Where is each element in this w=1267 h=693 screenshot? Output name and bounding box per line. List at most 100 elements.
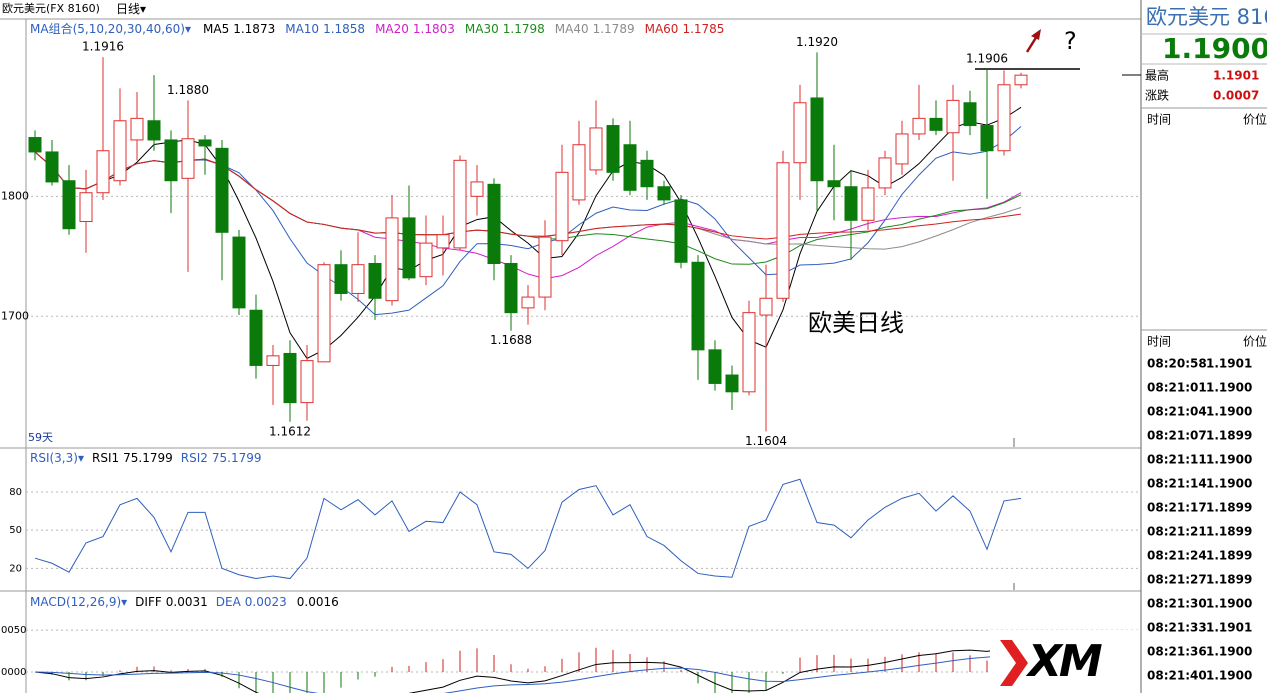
- logo-text: XM: [1025, 636, 1102, 687]
- col-price: 价位: [1243, 112, 1267, 127]
- change-value: 0.0007: [1213, 89, 1259, 103]
- low-label: 1.1604: [745, 434, 787, 448]
- tick-time: 08:21:27: [1147, 573, 1207, 587]
- candle-body: [946, 99, 960, 134]
- high-label: 1.1920: [796, 35, 838, 49]
- dea-line: [34, 653, 1022, 693]
- candle-body: [232, 236, 246, 309]
- dea-value: 0.0023: [245, 595, 287, 609]
- candle-body: [470, 181, 484, 197]
- quote-price: 1.1900/: [1162, 32, 1267, 65]
- ma-value: 1.1803: [413, 22, 455, 36]
- rsi-value: 75.1799: [123, 451, 173, 465]
- candle-body: [62, 180, 76, 230]
- period[interactable]: 日线: [116, 2, 140, 16]
- logo: XM: [990, 630, 1140, 693]
- tick-price: 1.1899: [1206, 501, 1252, 515]
- tick-price: 1.1899: [1206, 549, 1252, 563]
- ma-value: 1.1789: [593, 22, 635, 36]
- question: ?: [1064, 27, 1077, 55]
- candle-body: [861, 187, 875, 221]
- rsi-name: RSI2: [181, 451, 208, 465]
- ma-name: MA10: [285, 22, 319, 36]
- tick-price: 1.1900: [1206, 645, 1252, 659]
- col-price: 价位: [1243, 334, 1267, 349]
- high-value: 1.1901: [1213, 69, 1259, 83]
- tick-time: 08:20:58: [1147, 357, 1207, 371]
- y-tick-label: 1800: [1, 189, 29, 202]
- tick-price: 1.1900: [1206, 597, 1252, 611]
- tick-time: 08:21:24: [1147, 549, 1207, 563]
- tick-price: 1.1899: [1206, 429, 1252, 443]
- ma-value: 1.1858: [323, 22, 365, 36]
- tick-time: 08:21:36: [1147, 645, 1207, 659]
- y-tick-label: 0050: [1, 625, 26, 636]
- tick-time: 08:21:30: [1147, 597, 1207, 611]
- candle-body: [113, 120, 127, 182]
- ma-line: [34, 151, 1022, 240]
- candle-body: [45, 151, 59, 183]
- rsi-line: [34, 478, 1022, 580]
- dropdown-arrow: ▾: [185, 22, 191, 36]
- candle-body: [725, 374, 739, 393]
- high-label: 最高: [1145, 68, 1169, 83]
- y-tick-label: 1700: [1, 309, 29, 322]
- low-label: 1.1612: [269, 424, 311, 438]
- candle-body: [691, 261, 705, 351]
- candle-body: [266, 355, 280, 366]
- candle-body: [538, 236, 552, 298]
- candle-body: [368, 262, 382, 299]
- candle-body: [742, 312, 756, 393]
- annotation: 欧美日线: [808, 309, 904, 337]
- period-selector[interactable]: 日线▾: [116, 2, 146, 16]
- candle-body: [147, 120, 161, 141]
- candle-body: [436, 234, 450, 249]
- ma-name: MA40: [555, 22, 589, 36]
- rsi-value: 75.1799: [212, 451, 262, 465]
- col-time: 时间: [1147, 335, 1171, 349]
- candle-body: [351, 264, 365, 294]
- candle-body: [181, 138, 195, 179]
- candle-body: [334, 264, 348, 294]
- tick-price: 1.1900: [1206, 381, 1252, 395]
- candle-body: [997, 84, 1011, 152]
- macd-legend: MACD(12,26,9)▾ DIFF 0.0031 DEA 0.0023 0.0016: [30, 595, 339, 609]
- candle-body: [759, 297, 773, 316]
- quote-name: 欧元美元 8160: [1146, 5, 1267, 29]
- quote-panel: 欧元美元 8160 1.1900/ 最高 1.1901 涨跌 0.0007 时间…: [1141, 5, 1267, 683]
- tick-price: 1.1900: [1206, 405, 1252, 419]
- high-label: 1.1916: [82, 40, 124, 54]
- candle-body: [980, 125, 994, 152]
- arrow-head: [1031, 29, 1041, 40]
- dea-name: DEA: [216, 595, 242, 609]
- dropdown-arrow[interactable]: ▾: [140, 2, 146, 16]
- candle-body: [623, 144, 637, 191]
- ma-value: 1.1785: [682, 22, 724, 36]
- candle-body: [385, 217, 399, 302]
- diff-name: DIFF: [135, 595, 162, 609]
- tick-price: 1.1901: [1206, 357, 1252, 371]
- y-tick-label: 0000: [1, 667, 26, 678]
- candle-body: [96, 150, 110, 194]
- macd-title: MACD(12,26,9): [30, 595, 121, 609]
- y-tick-label: 80: [9, 487, 22, 498]
- tick-time: 08:21:40: [1147, 669, 1207, 683]
- symbol: 欧元美元(FX 8160): [2, 2, 100, 15]
- candle-body: [198, 139, 212, 147]
- candle-body: [164, 139, 178, 182]
- candle-body: [912, 117, 926, 135]
- candle-body: [1014, 74, 1028, 86]
- rsi-name: RSI1: [92, 451, 119, 465]
- change-label: 涨跌: [1145, 88, 1169, 103]
- col-time: 时间: [1147, 113, 1171, 127]
- candle-body: [28, 137, 42, 153]
- candle-body: [453, 159, 467, 249]
- candle-body: [521, 296, 535, 309]
- days-label: 59天: [28, 431, 53, 444]
- candle-body: [708, 349, 722, 384]
- diff-line: [34, 646, 1022, 693]
- candle-body: [929, 117, 943, 131]
- dropdown-arrow: ▾: [78, 451, 84, 465]
- tick-time: 08:21:21: [1147, 525, 1207, 539]
